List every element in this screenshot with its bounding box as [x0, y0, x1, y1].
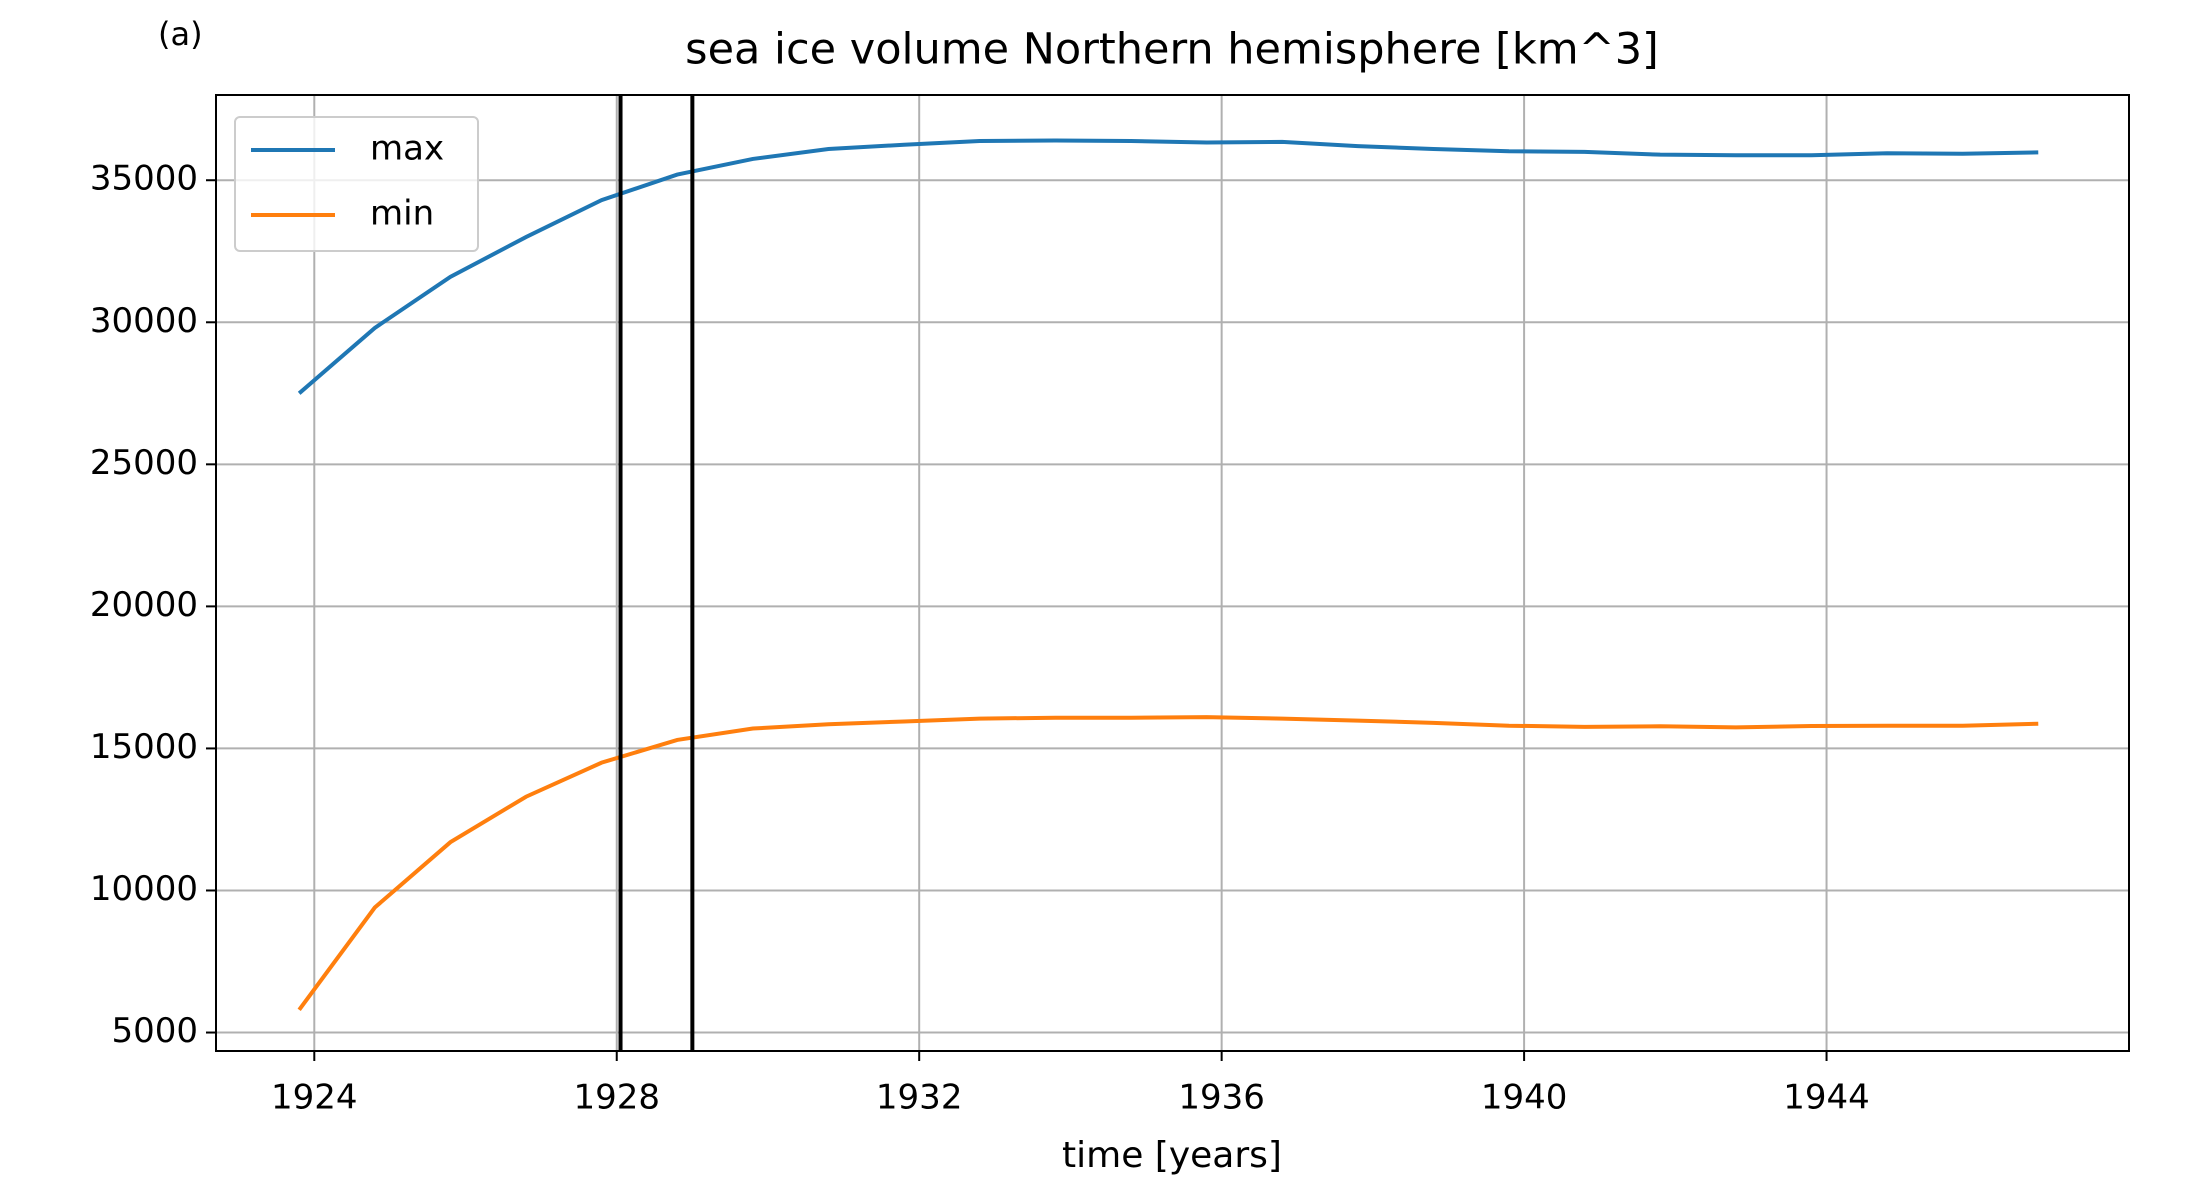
x-tick-label: 1940 — [1481, 1078, 1568, 1118]
y-tick-label: 25000 — [90, 443, 198, 483]
legend-label: min — [370, 194, 434, 234]
line — [297, 715, 2039, 1011]
x-tick-label: 1924 — [271, 1078, 358, 1118]
y-tick-label: 20000 — [90, 585, 198, 625]
panel-label: (a) — [158, 15, 203, 53]
chart-title: sea ice volume Northern hemisphere [km^3… — [685, 25, 1659, 75]
y-tick-label: 10000 — [90, 869, 198, 909]
y-tick-label: 15000 — [90, 727, 198, 767]
plot-frame — [215, 94, 2130, 1052]
y-tick-label: 30000 — [90, 301, 198, 341]
x-axis-label: time [years] — [1062, 1135, 1282, 1176]
x-tick-label: 1944 — [1783, 1078, 1870, 1118]
x-tick-label: 1936 — [1178, 1078, 1265, 1118]
line — [297, 138, 2039, 395]
x-tick-label: 1928 — [573, 1078, 660, 1118]
legend-label: max — [370, 129, 444, 169]
x-tick-label: 1932 — [876, 1078, 963, 1118]
y-tick-label: 35000 — [90, 159, 198, 199]
y-tick-label: 5000 — [111, 1011, 198, 1051]
